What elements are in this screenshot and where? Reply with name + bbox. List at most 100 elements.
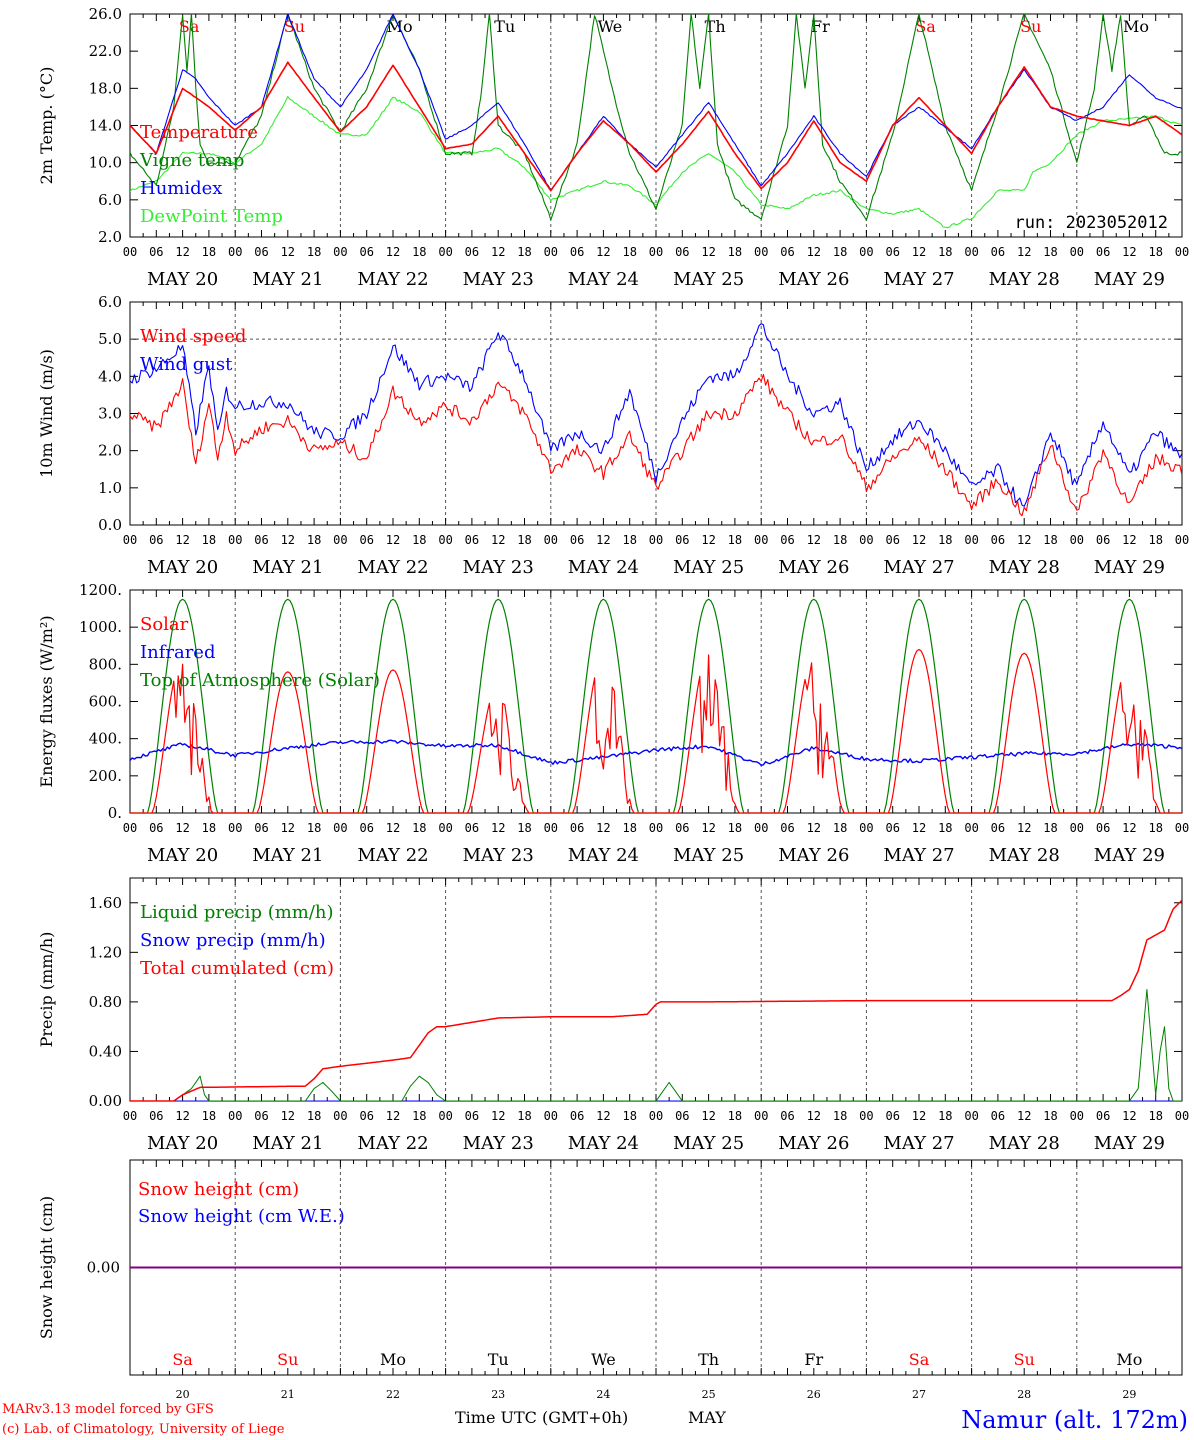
- hour-tick-label: 12: [807, 821, 821, 835]
- y-tick-label: 1000.: [79, 618, 122, 636]
- hour-tick-label: 00: [333, 245, 347, 259]
- hour-tick-label: 00: [438, 1109, 452, 1123]
- weekday-label: Su: [284, 17, 305, 36]
- hour-tick-label: 06: [675, 821, 689, 835]
- hour-tick-label: 12: [281, 245, 295, 259]
- hour-tick-label: 12: [491, 245, 505, 259]
- hour-tick-label: 06: [359, 1109, 373, 1123]
- weekday-label: Tu: [494, 17, 515, 36]
- day-label: MAY 20: [147, 557, 218, 578]
- hour-tick-label: 06: [254, 821, 268, 835]
- y-tick-label: 1.60: [89, 894, 122, 912]
- hour-tick-label: 00: [1175, 1109, 1189, 1123]
- hour-tick-label: 06: [465, 245, 479, 259]
- hour-tick-label: 00: [228, 245, 242, 259]
- day-label: MAY 22: [357, 1133, 428, 1154]
- day-number-label: 24: [596, 1388, 610, 1401]
- hour-tick-label: 00: [754, 1109, 768, 1123]
- hour-tick-label: 00: [123, 533, 137, 547]
- hour-tick-label: 18: [1148, 533, 1162, 547]
- station-label: Namur (alt. 172m): [961, 1406, 1188, 1434]
- day-label: MAY 24: [568, 557, 639, 578]
- hour-tick-label: 00: [333, 533, 347, 547]
- day-label: MAY 26: [778, 845, 849, 866]
- hour-tick-label: 06: [885, 1109, 899, 1123]
- day-label: MAY 22: [357, 845, 428, 866]
- y-tick-label: 22.0: [89, 42, 122, 60]
- hour-tick-label: 12: [701, 245, 715, 259]
- y-tick-label: 400.: [89, 730, 122, 748]
- hour-tick-label: 06: [780, 1109, 794, 1123]
- hour-tick-label: 06: [1096, 1109, 1110, 1123]
- hour-tick-label: 12: [1017, 533, 1031, 547]
- weekday-label: Mo: [1123, 17, 1149, 36]
- day-label: MAY 22: [357, 269, 428, 290]
- day-number-label: 22: [386, 1388, 400, 1401]
- hour-tick-label: 00: [1070, 245, 1084, 259]
- hour-tick-label: 00: [754, 821, 768, 835]
- hour-tick-label: 00: [964, 1109, 978, 1123]
- hour-tick-label: 18: [728, 533, 742, 547]
- y-tick-label: 1.0: [98, 479, 122, 497]
- hour-tick-label: 00: [1175, 533, 1189, 547]
- hour-tick-label: 12: [281, 821, 295, 835]
- hour-tick-label: 18: [517, 245, 531, 259]
- series-group-precip: [130, 899, 1182, 1101]
- credit-line-1: MARv3.13 model forced by GFS: [2, 1402, 214, 1417]
- hour-tick-label: 06: [991, 245, 1005, 259]
- hour-tick-label: 12: [1122, 533, 1136, 547]
- hour-tick-label: 12: [596, 821, 610, 835]
- day-label: MAY 28: [989, 845, 1060, 866]
- hour-tick-label: 12: [596, 533, 610, 547]
- day-label: MAY 24: [568, 269, 639, 290]
- hour-tick-label: 06: [465, 533, 479, 547]
- weekday-label: Tu: [488, 1350, 509, 1369]
- series-wind-speed: [130, 373, 1182, 517]
- hour-tick-label: 18: [517, 1109, 531, 1123]
- day-label: MAY 20: [147, 845, 218, 866]
- day-label: MAY 20: [147, 1133, 218, 1154]
- hour-tick-label: 18: [412, 821, 426, 835]
- hour-tick-label: 18: [202, 533, 216, 547]
- hour-tick-label: 00: [754, 533, 768, 547]
- day-label: MAY 23: [463, 557, 534, 578]
- hour-tick-label: 18: [1148, 245, 1162, 259]
- y-axis-label: Precip (mm/h): [37, 932, 56, 1048]
- hour-tick-label: 12: [491, 821, 505, 835]
- hour-tick-label: 18: [833, 533, 847, 547]
- hour-tick-label: 12: [1017, 821, 1031, 835]
- hour-tick-label: 12: [281, 533, 295, 547]
- weekday-label: Mo: [1116, 1350, 1142, 1369]
- hour-tick-label: 12: [912, 1109, 926, 1123]
- day-label: MAY 25: [673, 1133, 744, 1154]
- hour-tick-label: 18: [728, 1109, 742, 1123]
- day-label: MAY 28: [989, 1133, 1060, 1154]
- weekday-label: Su: [277, 1350, 298, 1369]
- hour-tick-label: 18: [938, 821, 952, 835]
- hour-tick-label: 00: [544, 821, 558, 835]
- series-group-wind: [130, 323, 1182, 517]
- hour-tick-label: 00: [228, 533, 242, 547]
- y-tick-label: 800.: [89, 655, 122, 673]
- hour-tick-label: 12: [912, 245, 926, 259]
- y-tick-label: 6.0: [98, 293, 122, 311]
- hour-tick-label: 18: [307, 533, 321, 547]
- hour-tick-label: 18: [1148, 1109, 1162, 1123]
- hour-tick-label: 00: [859, 533, 873, 547]
- hour-tick-label: 06: [254, 533, 268, 547]
- day-number-label: 23: [491, 1388, 505, 1401]
- hour-tick-label: 00: [544, 245, 558, 259]
- hour-tick-label: 12: [175, 245, 189, 259]
- hour-tick-label: 18: [1148, 821, 1162, 835]
- hour-tick-label: 00: [123, 821, 137, 835]
- hour-tick-label: 00: [1175, 245, 1189, 259]
- hour-tick-label: 06: [780, 245, 794, 259]
- plot-frame-temp: [129, 13, 1183, 238]
- series-vigne-temp: [130, 14, 1182, 221]
- day-label: MAY 27: [883, 557, 954, 578]
- hour-tick-label: 12: [386, 533, 400, 547]
- y-tick-label: 5.0: [98, 330, 122, 348]
- day-label: MAY 27: [883, 1133, 954, 1154]
- hour-tick-label: 18: [938, 1109, 952, 1123]
- weekday-label: Sa: [172, 1350, 193, 1369]
